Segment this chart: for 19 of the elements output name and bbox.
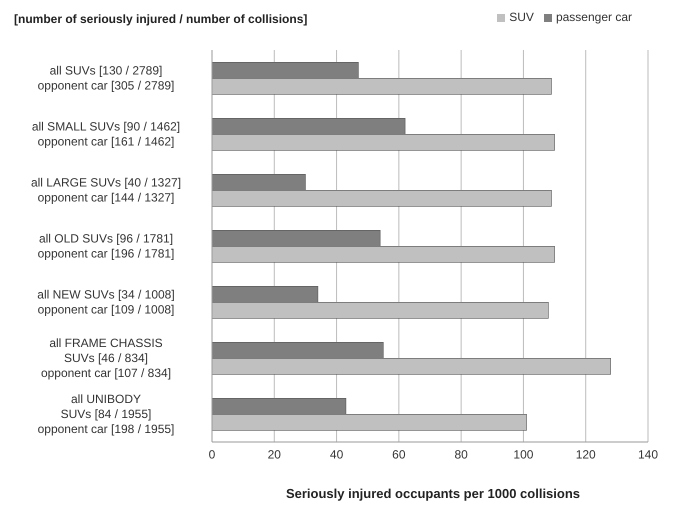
- x-tick-label: 40: [330, 448, 344, 462]
- y-tick-label: all SUVs [130 / 2789] opponent car [305 / 2789]: [38, 64, 174, 92]
- y-tick-label: all LARGE SUVs [40 / 1327] opponent car [144 / 1327]: [30, 176, 182, 204]
- x-tick-label: 60: [392, 448, 406, 462]
- y-tick-label: all NEW SUVs [34 / 1008] opponent car [109 / 1008]: [37, 288, 175, 316]
- x-tick-label: 120: [576, 448, 596, 462]
- legend-label: passenger car: [556, 10, 632, 24]
- y-tick-label: all OLD SUVs [96 / 1781] opponent car [196 / 1781]: [38, 232, 174, 260]
- x-axis-title: Seriously injured occupants per 1000 collisions: [284, 486, 582, 501]
- y-tick-label: all UNIBODY SUVs [84 / 1955] opponent car [198 / 1955]: [38, 392, 174, 436]
- chart-title: [number of seriously injured / number of collisions]: [14, 12, 308, 26]
- x-tick-label: 100: [513, 448, 534, 462]
- x-tick-label: 140: [638, 448, 658, 462]
- legend-label: SUV: [509, 10, 534, 24]
- x-tick-label: 20: [268, 448, 282, 462]
- x-tick-label: 0: [208, 448, 216, 462]
- x-tick-label: 80: [454, 448, 468, 462]
- y-tick-label: all FRAME CHASSIS SUVs [46 / 834] opponent car [107 / 834]: [40, 336, 172, 380]
- y-tick-label: all SMALL SUVs [90 / 1462] opponent car [161 / 1462]: [32, 120, 180, 148]
